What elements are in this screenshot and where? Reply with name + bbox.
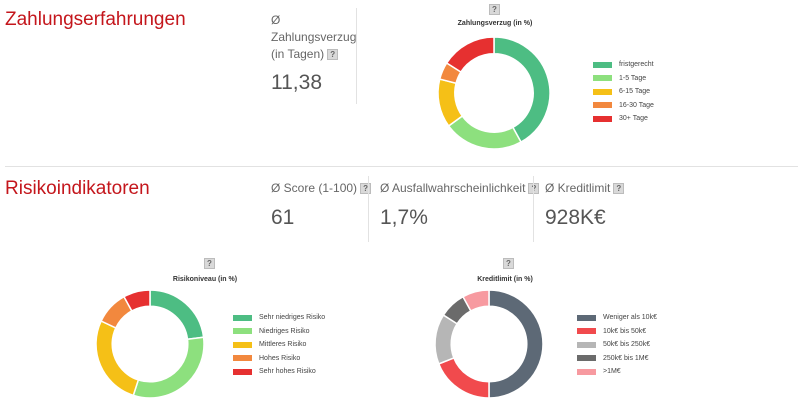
slice-3-2[interactable] (437, 356, 490, 399)
metric-credit-limit: Ø Kreditlimit? 928K€ (545, 180, 625, 230)
legend-item[interactable]: Niedriges Risiko (233, 325, 325, 339)
legend-item[interactable]: 50k€ bis 250k€ (577, 338, 657, 352)
metric-label-line2: Zahlungsverzug (271, 30, 357, 44)
slice-3-1[interactable] (488, 289, 544, 399)
chart1-title: Zahlungsverzug (in %) (457, 20, 533, 27)
legend-label: Mittleres Risiko (259, 341, 307, 349)
help-icon[interactable]: ? (360, 183, 372, 195)
legend-swatch (577, 355, 596, 362)
metric-score-value: 61 (271, 206, 295, 229)
metric-payment-delay: Ø Zahlungsverzug (in Tagen)? 11,38 (271, 12, 356, 95)
legend-label: Weniger als 10k€ (603, 314, 657, 322)
legend-label: 250k€ bis 1M€ (603, 354, 649, 362)
legend-label: Niedriges Risiko (259, 327, 310, 335)
metric-credit-label: Ø Kreditlimit? (545, 180, 625, 197)
legend-item[interactable]: 1-5 Tage (593, 72, 654, 86)
legend-item[interactable]: 6-15 Tage (593, 85, 654, 99)
help-icon-chart1[interactable]: ? (489, 4, 500, 15)
legend-swatch (577, 341, 596, 348)
metric-score-label: Ø Score (1-100)? (271, 180, 372, 197)
legend-swatch (593, 61, 612, 68)
legend-swatch (233, 341, 252, 348)
chart3-donut (434, 289, 544, 399)
help-icon[interactable]: ? (327, 49, 339, 61)
slice-1-3[interactable] (437, 78, 464, 127)
section-divider (5, 166, 798, 167)
divider (356, 8, 357, 104)
legend-swatch (233, 328, 252, 335)
slice-2-1[interactable] (149, 289, 205, 341)
legend-swatch (593, 75, 612, 82)
legend-swatch (233, 368, 252, 375)
divider (533, 176, 534, 242)
chart2-title: Risikoniveau (in %) (172, 276, 238, 283)
legend-item[interactable]: 10k€ bis 50k€ (577, 325, 657, 339)
legend-item[interactable]: Mittleres Risiko (233, 338, 325, 352)
divider (368, 176, 369, 242)
legend-label: Sehr niedriges Risiko (259, 314, 326, 322)
legend-item[interactable]: 16-30 Tage (593, 99, 654, 113)
legend-item[interactable]: Sehr niedriges Risiko (233, 311, 325, 325)
legend-swatch (577, 314, 596, 321)
legend-item[interactable]: fristgerecht (593, 58, 654, 72)
slice-1-1[interactable] (493, 36, 551, 144)
help-icon[interactable]: ? (613, 183, 625, 195)
slice-3-5[interactable] (461, 289, 490, 312)
metric-default-label: Ø Ausfallwahrscheinlichkeit? (380, 180, 540, 197)
legend-swatch (577, 328, 596, 335)
legend-label: Sehr hohes Risiko (259, 368, 316, 376)
legend-label: 10k€ bis 50k€ (603, 327, 647, 335)
slice-2-2[interactable] (132, 336, 205, 399)
slice-1-2[interactable] (447, 114, 522, 150)
legend-swatch (593, 88, 612, 95)
help-icon-chart3[interactable]: ? (503, 258, 514, 269)
legend-swatch (577, 368, 596, 375)
legend-label: 50k€ bis 250k€ (603, 341, 651, 349)
legend-swatch (593, 115, 612, 122)
chart2-donut (95, 289, 205, 399)
metric-value: 11,38 (271, 71, 322, 94)
legend-swatch (593, 102, 612, 109)
legend-item[interactable]: 250k€ bis 1M€ (577, 352, 657, 366)
metric-label-line3: (in Tagen)? (271, 46, 356, 63)
slice-2-3[interactable] (95, 320, 140, 397)
chart1-donut (437, 36, 551, 150)
legend-label: >1M€ (603, 368, 621, 376)
legend-swatch (233, 314, 252, 321)
metric-default-value: 1,7% (380, 206, 428, 229)
chart2-legend: Sehr niedriges Risiko Niedriges Risiko Mit… (233, 311, 325, 379)
metric-credit-value: 928K€ (545, 206, 606, 229)
legend-item[interactable]: Weniger als 10k€ (577, 311, 657, 325)
section-title-risk: Risikoindikatoren (5, 178, 150, 199)
legend-label: 30+ Tage (619, 115, 648, 123)
legend-item[interactable]: 30+ Tage (593, 112, 654, 126)
chart3-title: Kreditlimit (in %) (477, 276, 533, 283)
slice-1-5[interactable] (445, 36, 495, 74)
legend-swatch (233, 355, 252, 362)
metric-default-probability: Ø Ausfallwahrscheinlichkeit? 1,7% (380, 180, 540, 230)
section-title-payment: Zahlungserfahrungen (5, 9, 186, 30)
chart1-legend: fristgerecht 1-5 Tage 6-15 Tage 16-30 Tage 3… (593, 58, 654, 126)
legend-item[interactable]: Sehr hohes Risiko (233, 365, 325, 379)
legend-label: fristgerecht (619, 61, 654, 69)
legend-item[interactable]: >1M€ (577, 365, 657, 379)
metric-label-line1: Ø (271, 13, 281, 27)
legend-label: Hohes Risiko (259, 354, 301, 362)
slice-2-5[interactable] (122, 289, 151, 312)
legend-label: 16-30 Tage (619, 101, 654, 109)
metric-score: Ø Score (1-100)? 61 (271, 180, 372, 230)
chart3-legend: Weniger als 10k€ 10k€ bis 50k€ 50k€ bis 25… (577, 311, 657, 379)
help-icon-chart2[interactable]: ? (204, 258, 215, 269)
legend-label: 1-5 Tage (619, 74, 647, 82)
legend-label: 6-15 Tage (619, 88, 651, 96)
legend-item[interactable]: Hohes Risiko (233, 352, 325, 366)
